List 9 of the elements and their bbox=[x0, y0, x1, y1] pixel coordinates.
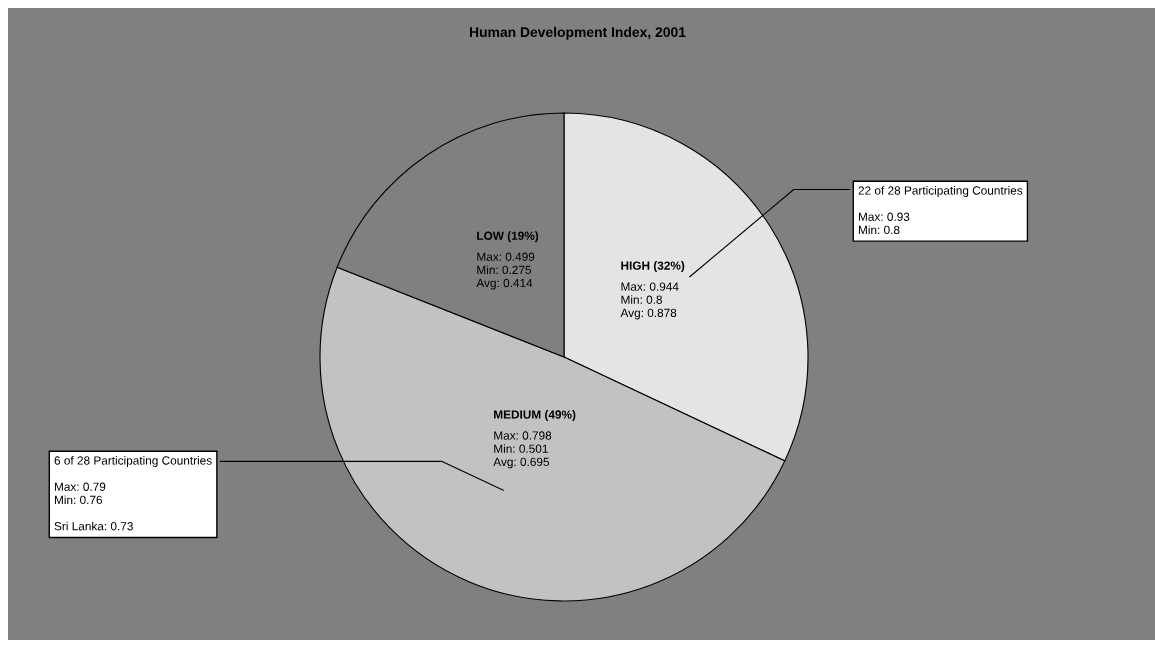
text: 6 of 28 Participating Countries Max: 0.79 Min: 0.76 Sri Lanka: 0.73 bbox=[54, 456, 212, 531]
text: Max: 0.798 Min: 0.501 Avg: 0.695 bbox=[493, 431, 552, 469]
slice-label: LOW (19%) bbox=[477, 231, 539, 243]
chart-title: Human Development Index, 2001 bbox=[469, 26, 686, 40]
text: Max: 0.944 Min: 0.8 Avg: 0.878 bbox=[620, 282, 679, 320]
text: Max: 0.499 Min: 0.275 Avg: 0.414 bbox=[476, 252, 535, 290]
slice-label: MEDIUM (49%) bbox=[494, 410, 576, 422]
text: 22 of 28 Participating Countries Max: 0.93 Min: 0.8 bbox=[858, 186, 1023, 235]
slice-label: HIGH (32%) bbox=[621, 261, 685, 273]
